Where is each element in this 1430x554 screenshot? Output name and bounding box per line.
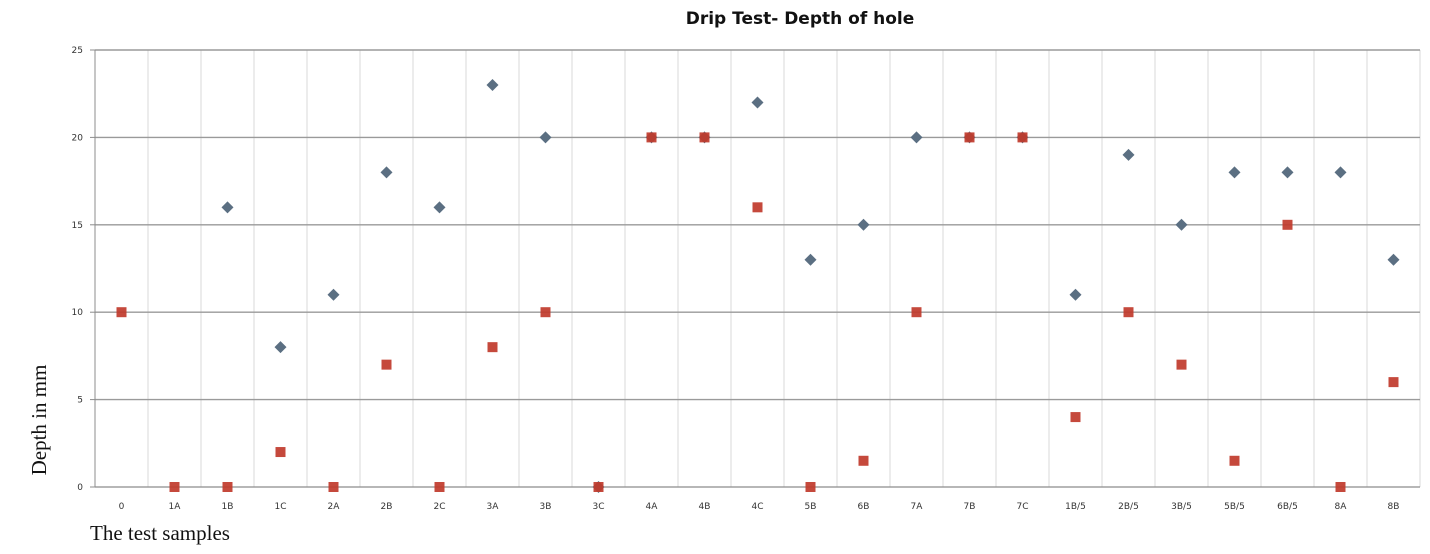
square-point	[116, 307, 127, 318]
square-point	[381, 359, 392, 370]
square-point	[752, 202, 763, 213]
x-tick-label: 8A	[1335, 502, 1348, 512]
square-point	[1017, 132, 1028, 143]
x-tick-label: 1B/5	[1065, 502, 1086, 512]
square-point	[1282, 219, 1293, 230]
chart-title: Drip Test- Depth of hole	[686, 9, 915, 29]
x-tick-label: 3C	[592, 502, 604, 512]
y-tick-label: 5	[77, 396, 83, 406]
diamond-point	[486, 78, 499, 91]
y-tick-label: 0	[77, 483, 83, 493]
y-tick-label: 25	[72, 46, 83, 56]
x-axis-ticks: 0 1A 1B 1C 2A 2B 2C 3A 3B 3C 4A 4B 4C 5B 6B 7A 7B 7C 1B/5 2…	[119, 502, 1400, 512]
x-tick-label: 6B	[858, 502, 870, 512]
square-point	[805, 482, 816, 492]
diamond-point	[274, 341, 287, 354]
square-point	[1388, 377, 1399, 388]
x-tick-label: 3A	[487, 502, 500, 512]
x-tick-label: 2A	[328, 502, 341, 512]
x-axis-label: The test samples	[90, 521, 230, 545]
diamond-point	[1228, 166, 1241, 179]
y-tick-label: 10	[72, 308, 84, 318]
x-tick-label: 4B	[699, 502, 711, 512]
square-point	[699, 132, 710, 143]
diamond-point	[751, 96, 764, 109]
data-points	[116, 78, 1400, 493]
x-tick-label: 1C	[274, 502, 286, 512]
square-point	[169, 482, 180, 492]
diamond-point	[1281, 166, 1294, 179]
y-tick-label: 20	[72, 133, 84, 143]
x-tick-label: 4C	[751, 502, 763, 512]
x-tick-label: 6B/5	[1277, 502, 1298, 512]
diamond-point	[857, 218, 870, 231]
square-point	[858, 455, 869, 466]
diamond-point	[804, 253, 817, 266]
x-tick-label: 4A	[646, 502, 659, 512]
square-point	[1070, 412, 1081, 423]
x-tick-label: 7B	[964, 502, 976, 512]
x-tick-label: 1A	[169, 502, 182, 512]
y-axis-ticks: 0 5 10 15 20 25	[72, 46, 84, 493]
square-point	[487, 342, 498, 353]
square-point	[646, 132, 657, 143]
x-tick-label: 7A	[911, 502, 924, 512]
diamond-point	[380, 166, 393, 179]
x-tick-label: 7C	[1016, 502, 1028, 512]
x-tick-label: 2B/5	[1118, 502, 1139, 512]
x-tick-label: 5B	[805, 502, 817, 512]
diamond-point	[1175, 218, 1188, 231]
square-point	[593, 482, 604, 492]
x-tick-label: 5B/5	[1224, 502, 1245, 512]
diamond-point	[1387, 253, 1400, 266]
square-point	[275, 447, 286, 458]
square-point	[911, 307, 922, 318]
x-tick-label: 2C	[433, 502, 445, 512]
square-point	[540, 307, 551, 318]
square-point	[1123, 307, 1134, 318]
diamond-point	[910, 131, 923, 144]
diamond-point	[539, 131, 552, 144]
x-tick-label: 8B	[1388, 502, 1400, 512]
x-tick-label: 3B/5	[1171, 502, 1192, 512]
x-tick-label: 0	[119, 502, 125, 512]
diamond-point	[1122, 148, 1135, 161]
diamond-point	[1069, 288, 1082, 301]
diamond-point	[1334, 166, 1347, 179]
square-point	[964, 132, 975, 143]
x-tick-label: 2B	[381, 502, 393, 512]
x-tick-label: 3B	[540, 502, 552, 512]
square-point	[1335, 482, 1346, 492]
diamond-point	[327, 288, 340, 301]
y-tick-label: 15	[72, 221, 83, 231]
square-point	[328, 482, 339, 492]
square-point	[434, 482, 445, 492]
gridlines	[90, 49, 1421, 488]
square-point	[1176, 359, 1187, 370]
square-point	[222, 482, 233, 492]
square-point	[1229, 455, 1240, 466]
diamond-point	[433, 201, 446, 214]
diamond-point	[221, 201, 234, 214]
x-tick-label: 1B	[222, 502, 234, 512]
y-axis-label: Depth in mm	[27, 365, 51, 476]
